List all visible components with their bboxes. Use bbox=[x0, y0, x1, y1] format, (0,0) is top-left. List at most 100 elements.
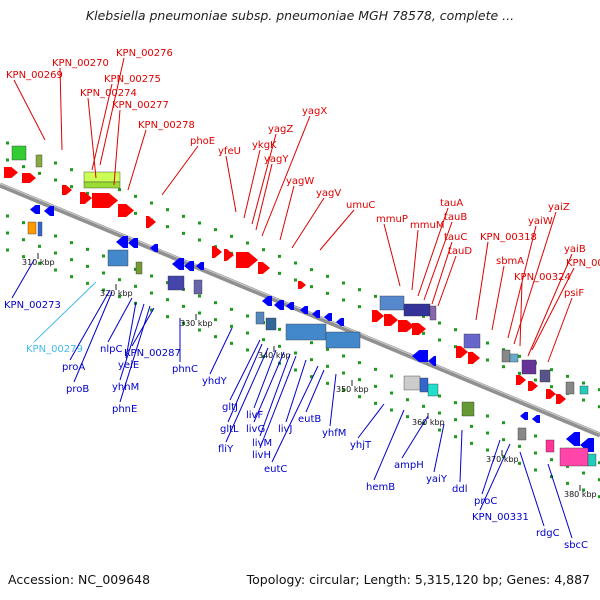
track-dot bbox=[70, 241, 73, 245]
gene-name: proA bbox=[62, 362, 85, 373]
track-dot bbox=[454, 401, 457, 405]
reverse-cds-arrow bbox=[184, 261, 194, 271]
track-dot bbox=[326, 381, 329, 385]
track-dot bbox=[278, 327, 281, 331]
gene-name: phnE bbox=[112, 404, 137, 415]
track-dot bbox=[86, 247, 89, 251]
gene-name: fliY bbox=[218, 444, 234, 455]
forward-cds-arrow bbox=[298, 281, 306, 289]
scale-tick: 350 kbp bbox=[336, 380, 369, 394]
gene-name: nlpC bbox=[100, 344, 122, 355]
gene-label-kpn-00273: KPN_00273 bbox=[4, 259, 61, 311]
track-dot bbox=[598, 478, 600, 482]
scale-tick-layer: 310 kbp 320 kbp 330 kbp 340 kbp 350 kbp 360 k… bbox=[22, 253, 597, 499]
track-dot bbox=[182, 321, 185, 325]
track-dot bbox=[550, 458, 553, 462]
gene-box bbox=[255, 311, 265, 325]
leader-line bbox=[383, 223, 401, 287]
gene-label-kpn-00318: KPN_00318 bbox=[475, 232, 537, 321]
reverse-cds-arrow bbox=[566, 432, 580, 446]
track-dot bbox=[6, 214, 9, 218]
track-dot bbox=[502, 365, 505, 369]
track-dot bbox=[438, 428, 441, 432]
gene-label-eutb: eutB bbox=[298, 369, 325, 425]
track-dot bbox=[550, 368, 553, 372]
gene-name: yaiB bbox=[564, 244, 586, 255]
track-dot bbox=[246, 331, 249, 335]
track-dot bbox=[582, 381, 585, 385]
track-dot bbox=[150, 308, 153, 312]
gene-name: phnC bbox=[172, 364, 198, 375]
reverse-cds-arrow bbox=[520, 412, 528, 420]
gene-label-gltj: gltJ bbox=[222, 339, 261, 413]
track-dot bbox=[230, 341, 233, 345]
track-dot bbox=[6, 141, 9, 145]
gene-label-kpn-00277: KPN_00277 bbox=[112, 100, 169, 186]
track-dot bbox=[486, 431, 489, 435]
leader-line bbox=[253, 351, 285, 423]
gene-name: KPN_00270 bbox=[52, 58, 109, 69]
track-dot bbox=[198, 328, 201, 332]
forward-cds-arrow bbox=[412, 323, 426, 335]
gene-name: phoE bbox=[190, 136, 215, 147]
gene-name: umuC bbox=[346, 200, 375, 211]
leader-line bbox=[73, 291, 113, 383]
gene-box bbox=[35, 154, 43, 168]
forward-cds-arrow bbox=[62, 185, 72, 195]
gene-label-sbcc: sbcC bbox=[547, 463, 588, 551]
gene-label-amph: ampH bbox=[394, 415, 429, 471]
gene-name: rdgC bbox=[536, 528, 560, 539]
track-dot bbox=[166, 225, 169, 229]
track-dot bbox=[246, 314, 249, 318]
gene-label-kpn-00275: KPN_00275 bbox=[91, 74, 161, 171]
track-dot bbox=[438, 394, 441, 398]
reverse-cds-arrow bbox=[412, 350, 428, 362]
track-dot bbox=[118, 278, 121, 282]
reverse-cds-arrow bbox=[30, 205, 40, 214]
forward-cds-arrow bbox=[372, 310, 384, 322]
track-dot bbox=[182, 231, 185, 235]
track-dot bbox=[118, 295, 121, 299]
gene-name: mmuM bbox=[410, 220, 444, 231]
gene-label-taub: tauB bbox=[423, 212, 467, 301]
scale-tick-label: 320 kbp bbox=[100, 289, 133, 298]
track-dot bbox=[38, 261, 41, 265]
gene-label-prob: proB bbox=[66, 291, 113, 395]
scale-tick: 340 kbp bbox=[258, 346, 291, 360]
track-dot bbox=[294, 278, 297, 282]
scale-tick: 320 kbp bbox=[100, 284, 133, 298]
gene-label-sbma: sbmA bbox=[491, 256, 524, 331]
gene-label-kpn-00278: KPN_00278 bbox=[127, 120, 195, 191]
track-dot bbox=[438, 411, 441, 415]
scale-tick-label: 330 kbp bbox=[180, 319, 213, 328]
gene-label-taud: tauD bbox=[437, 246, 472, 307]
track-dot bbox=[6, 231, 9, 235]
track-dot bbox=[22, 255, 25, 259]
track-dot bbox=[582, 398, 585, 402]
track-dot bbox=[502, 421, 505, 425]
reverse-cds-arrow bbox=[196, 262, 204, 270]
leader-line bbox=[491, 265, 505, 331]
leader-line bbox=[411, 229, 419, 291]
track-dot bbox=[150, 291, 153, 295]
gene-name: livH bbox=[252, 450, 271, 461]
track-dot bbox=[534, 451, 537, 455]
track-dot bbox=[166, 281, 169, 285]
track-dot bbox=[262, 338, 265, 342]
gene-name: yaiW bbox=[528, 216, 553, 227]
gene-name: tauA bbox=[440, 198, 463, 209]
scale-tick-label: 370 kbp bbox=[486, 455, 519, 464]
track-dot bbox=[198, 221, 201, 225]
reverse-cds-arrow bbox=[324, 313, 332, 321]
scale-tick: 380 kbp bbox=[564, 485, 597, 499]
gene-name: proB bbox=[66, 384, 89, 395]
gene-label-mmum: mmuM bbox=[410, 220, 444, 291]
gene-name: KPN_00325 bbox=[566, 258, 600, 269]
leader-line bbox=[547, 463, 573, 539]
gene-box bbox=[167, 275, 185, 291]
track-dot bbox=[470, 424, 473, 428]
backbone-highlight bbox=[0, 182, 600, 434]
track-dot bbox=[438, 338, 441, 342]
